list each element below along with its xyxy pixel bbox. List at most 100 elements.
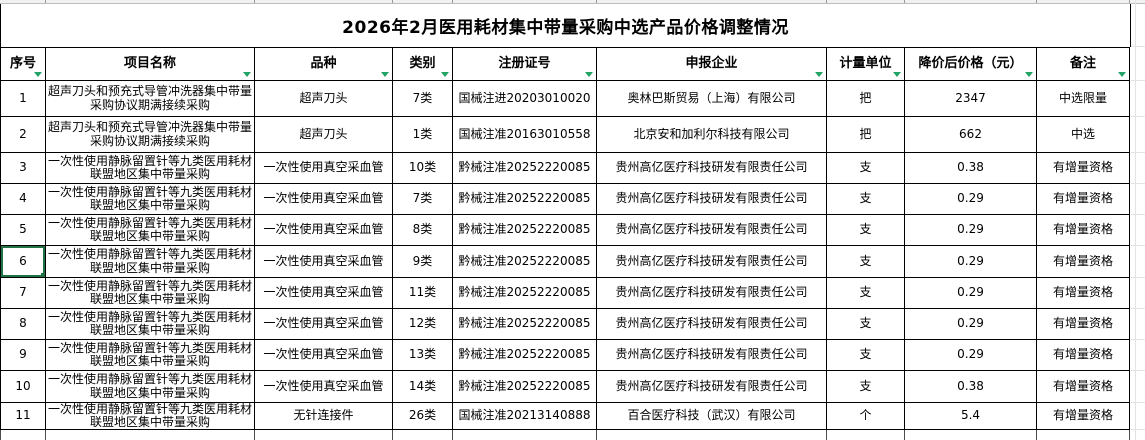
cell-company[interactable]: 百合医疗科技（武汉）有限公司 — [597, 403, 827, 430]
cell-registration-no[interactable]: 黔械注准20252220085 — [453, 215, 597, 246]
cell-seq[interactable]: 11 — [0, 403, 46, 430]
cell-seq[interactable]: 10 — [0, 371, 46, 403]
cell-category[interactable]: 7类 — [393, 184, 453, 215]
cell-price-after-cut[interactable]: 2347 — [905, 81, 1037, 117]
cell-variety[interactable]: 一次性使用真空采血管 — [255, 184, 393, 215]
cell-category[interactable]: 26类 — [393, 403, 453, 430]
cell-remark[interactable]: 有增量资格 — [1037, 184, 1130, 215]
cell-price-after-cut[interactable]: 662 — [905, 117, 1037, 153]
cell-project-name[interactable]: 一次性使用静脉留置针等九类医用耗材联盟地区集中带量采购 — [46, 215, 255, 246]
cell-project-name[interactable]: 一次性使用静脉留置针等九类医用耗材联盟地区集中带量采购 — [46, 153, 255, 184]
column-header-variety[interactable]: 品种 — [255, 47, 393, 81]
cell-seq[interactable]: 3 — [0, 153, 46, 184]
cell-project-name[interactable]: 一次性使用静脉留置针等九类医用耗材联盟地区集中带量采购 — [46, 246, 255, 278]
cell-remark[interactable]: 有增量资格 — [1037, 215, 1130, 246]
filter-dropdown-icon[interactable] — [34, 72, 42, 77]
cell-project-name[interactable]: 超声刀头和预充式导管冲洗器集中带量采购协议期满接续采购 — [46, 81, 255, 117]
cell-seq[interactable]: 4 — [0, 184, 46, 215]
column-header-category[interactable]: 类别 — [393, 47, 453, 81]
cell-remark[interactable]: 有增量资格 — [1037, 153, 1130, 184]
cell-price-after-cut[interactable]: 0.29 — [905, 309, 1037, 340]
cell-company[interactable]: 贵州高亿医疗科技研发有限责任公司 — [597, 278, 827, 309]
cell-category[interactable]: 11类 — [393, 278, 453, 309]
cell-company[interactable]: 贵州高亿医疗科技研发有限责任公司 — [597, 371, 827, 403]
cell-remark[interactable]: 有增量资格 — [1037, 309, 1130, 340]
cell-registration-no[interactable]: 黔械注准20252220085 — [453, 153, 597, 184]
cell-project-name[interactable]: 一次性使用静脉留置针等九类医用耗材联盟地区集中带量采购 — [46, 371, 255, 403]
filter-dropdown-icon[interactable] — [893, 72, 901, 77]
cell-registration-no[interactable]: 黔械注准20252220085 — [453, 184, 597, 215]
cell-remark[interactable]: 有增量资格 — [1037, 278, 1130, 309]
cell-variety[interactable]: 一次性使用真空采血管 — [255, 371, 393, 403]
cell-seq[interactable]: 1 — [0, 81, 46, 117]
cell-company[interactable]: 奥林巴斯贸易（上海）有限公司 — [597, 81, 827, 117]
column-header-unit[interactable]: 计量单位 — [827, 47, 905, 81]
cell-seq[interactable]: 7 — [0, 278, 46, 309]
cell-unit[interactable]: 支 — [827, 184, 905, 215]
cell-project-name[interactable]: 一次性使用静脉留置针等九类医用耗材联盟地区集中带量采购 — [46, 403, 255, 430]
cell-variety[interactable]: 无针连接件 — [255, 403, 393, 430]
selected-cell-seq[interactable]: 6 — [0, 246, 46, 278]
cell-remark[interactable]: 有增量资格 — [1037, 340, 1130, 371]
cell-registration-no[interactable]: 国械注进20203010020 — [453, 81, 597, 117]
cell-project-name[interactable]: 一次性使用静脉留置针等九类医用耗材联盟地区集中带量采购 — [46, 184, 255, 215]
filter-dropdown-icon[interactable] — [243, 72, 251, 77]
cell-price-after-cut[interactable]: 0.29 — [905, 184, 1037, 215]
cell-registration-no[interactable]: 黔械注准20252220085 — [453, 340, 597, 371]
cell-registration-no[interactable]: 黔械注准20252220085 — [453, 309, 597, 340]
cell-unit[interactable]: 支 — [827, 215, 905, 246]
cell-variety[interactable]: 一次性使用真空采血管 — [255, 278, 393, 309]
cell-registration-no[interactable]: 黔械注准20252220085 — [453, 371, 597, 403]
cell-seq[interactable]: 2 — [0, 117, 46, 153]
filter-dropdown-icon[interactable] — [381, 72, 389, 77]
cell-unit[interactable]: 支 — [827, 153, 905, 184]
cell-unit[interactable]: 支 — [827, 371, 905, 403]
cell-registration-no[interactable]: 国械注准20163010558 — [453, 117, 597, 153]
cell-company[interactable]: 贵州高亿医疗科技研发有限责任公司 — [597, 340, 827, 371]
cell-category[interactable]: 14类 — [393, 371, 453, 403]
cell-remark[interactable]: 有增量资格 — [1037, 371, 1130, 403]
cell-seq[interactable]: 9 — [0, 340, 46, 371]
cell-unit[interactable]: 支 — [827, 246, 905, 278]
column-header-seq[interactable]: 序号 — [0, 47, 46, 81]
column-header-price-after-cut[interactable]: 降价后价格（元） — [905, 47, 1037, 81]
cell-variety[interactable]: 超声刀头 — [255, 81, 393, 117]
cell-unit[interactable]: 支 — [827, 340, 905, 371]
cell-registration-no[interactable]: 黔械注准20252220085 — [453, 278, 597, 309]
column-header-project-name[interactable]: 项目名称 — [46, 47, 255, 81]
cell-category[interactable]: 12类 — [393, 309, 453, 340]
cell-remark[interactable]: 有增量资格 — [1037, 403, 1130, 430]
filter-dropdown-icon[interactable] — [441, 72, 449, 77]
cell-remark[interactable]: 中选 — [1037, 117, 1130, 153]
cell-variety[interactable]: 一次性使用真空采血管 — [255, 340, 393, 371]
cell-project-name[interactable]: 超声刀头和预充式导管冲洗器集中带量采购协议期满接续采购 — [46, 117, 255, 153]
cell-category[interactable]: 7类 — [393, 81, 453, 117]
cell-project-name[interactable]: 一次性使用静脉留置针等九类医用耗材联盟地区集中带量采购 — [46, 309, 255, 340]
cell-company[interactable]: 贵州高亿医疗科技研发有限责任公司 — [597, 215, 827, 246]
filter-dropdown-icon[interactable] — [1118, 72, 1126, 77]
cell-price-after-cut[interactable]: 0.29 — [905, 278, 1037, 309]
filter-dropdown-icon[interactable] — [815, 72, 823, 77]
cell-unit[interactable]: 把 — [827, 81, 905, 117]
cell-company[interactable]: 贵州高亿医疗科技研发有限责任公司 — [597, 309, 827, 340]
cell-category[interactable]: 10类 — [393, 153, 453, 184]
cell-price-after-cut[interactable]: 0.38 — [905, 371, 1037, 403]
cell-remark[interactable]: 有增量资格 — [1037, 246, 1130, 278]
cell-project-name[interactable]: 一次性使用静脉留置针等九类医用耗材联盟地区集中带量采购 — [46, 340, 255, 371]
cell-variety[interactable]: 一次性使用真空采血管 — [255, 215, 393, 246]
cell-seq[interactable]: 8 — [0, 309, 46, 340]
cell-category[interactable]: 13类 — [393, 340, 453, 371]
column-header-company[interactable]: 申报企业 — [597, 47, 827, 81]
cell-project-name[interactable]: 一次性使用静脉留置针等九类医用耗材联盟地区集中带量采购 — [46, 278, 255, 309]
column-header-registration-no[interactable]: 注册证号 — [453, 47, 597, 81]
cell-price-after-cut[interactable]: 5.4 — [905, 403, 1037, 430]
cell-category[interactable]: 1类 — [393, 117, 453, 153]
cell-unit[interactable]: 支 — [827, 309, 905, 340]
cell-unit[interactable]: 把 — [827, 117, 905, 153]
cell-registration-no[interactable]: 国械注准20213140888 — [453, 403, 597, 430]
cell-company[interactable]: 贵州高亿医疗科技研发有限责任公司 — [597, 153, 827, 184]
cell-variety[interactable]: 一次性使用真空采血管 — [255, 309, 393, 340]
cell-unit[interactable]: 支 — [827, 278, 905, 309]
cell-variety[interactable]: 一次性使用真空采血管 — [255, 246, 393, 278]
cell-category[interactable]: 8类 — [393, 215, 453, 246]
